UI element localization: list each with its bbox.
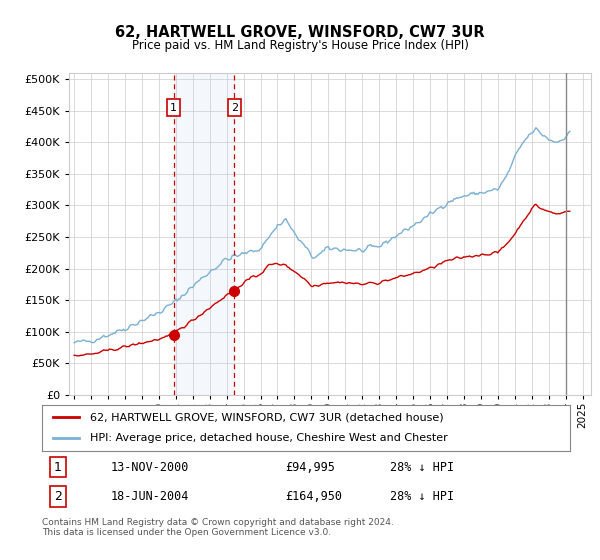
- Text: 1: 1: [170, 102, 177, 113]
- Text: 2: 2: [54, 490, 62, 503]
- Text: £94,995: £94,995: [285, 461, 335, 474]
- Text: Price paid vs. HM Land Registry's House Price Index (HPI): Price paid vs. HM Land Registry's House …: [131, 39, 469, 53]
- Text: Contains HM Land Registry data © Crown copyright and database right 2024.
This d: Contains HM Land Registry data © Crown c…: [42, 518, 394, 538]
- Text: 1: 1: [54, 461, 62, 474]
- Text: HPI: Average price, detached house, Cheshire West and Chester: HPI: Average price, detached house, Ches…: [89, 433, 447, 444]
- Bar: [173, 73, 235, 395]
- Bar: [566, 73, 599, 395]
- Text: 28% ↓ HPI: 28% ↓ HPI: [391, 490, 455, 503]
- Text: £164,950: £164,950: [285, 490, 342, 503]
- Text: 13-NOV-2000: 13-NOV-2000: [110, 461, 189, 474]
- Text: 62, HARTWELL GROVE, WINSFORD, CW7 3UR (detached house): 62, HARTWELL GROVE, WINSFORD, CW7 3UR (d…: [89, 412, 443, 422]
- Text: 28% ↓ HPI: 28% ↓ HPI: [391, 461, 455, 474]
- Text: 2: 2: [231, 102, 238, 113]
- Text: 62, HARTWELL GROVE, WINSFORD, CW7 3UR: 62, HARTWELL GROVE, WINSFORD, CW7 3UR: [115, 25, 485, 40]
- Text: 18-JUN-2004: 18-JUN-2004: [110, 490, 189, 503]
